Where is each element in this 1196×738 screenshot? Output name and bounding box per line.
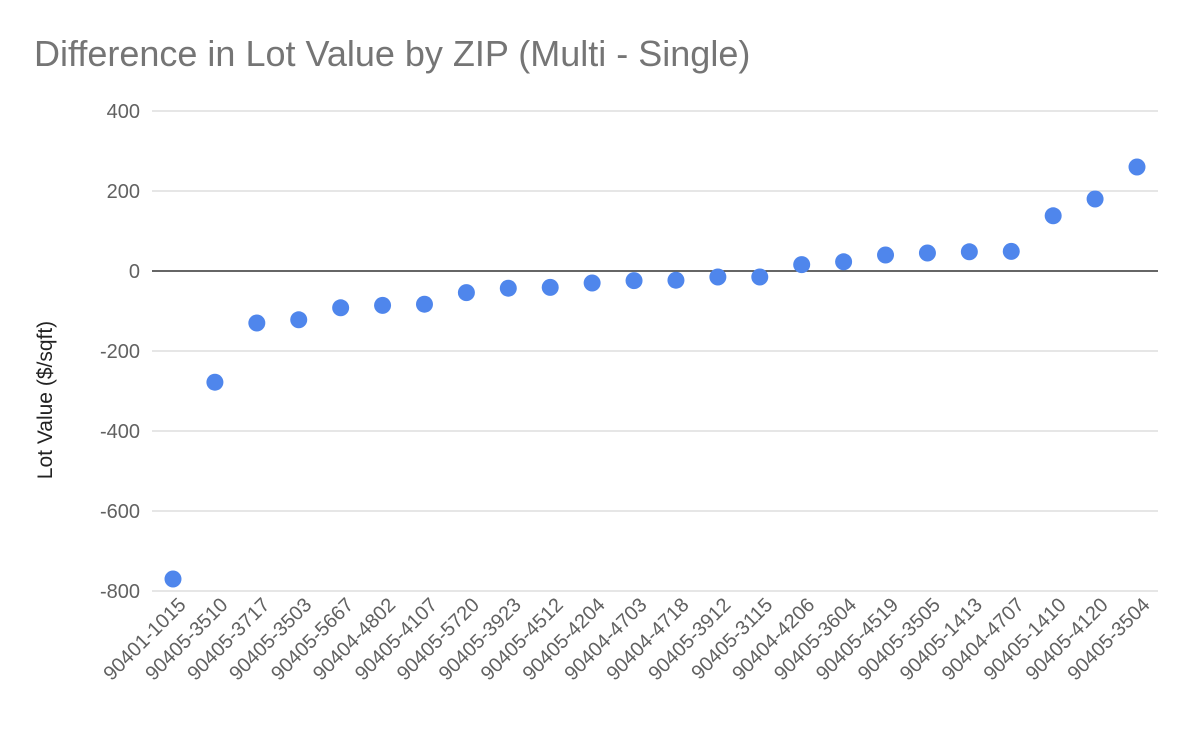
x-axis-ticks: 90401-101590405-351090405-371790405-3503… [99, 594, 1154, 685]
y-axis-ticks: 400 200 0 -200 -400 -600 -800 [100, 101, 140, 603]
data-point [457, 284, 475, 302]
data-point [332, 299, 350, 317]
data-point [541, 278, 559, 296]
data-point [751, 268, 769, 286]
y-tick-label: -800 [100, 581, 140, 603]
data-point [499, 279, 517, 297]
y-tick-label: 400 [107, 101, 140, 123]
data-point [1086, 190, 1104, 208]
data-point [1128, 158, 1146, 176]
data-point [709, 268, 727, 286]
data-point [374, 296, 392, 314]
data-point [835, 253, 853, 271]
y-tick-label: 0 [129, 261, 140, 283]
y-tick-label: -400 [100, 421, 140, 443]
data-points [164, 158, 1146, 588]
y-tick-label: -200 [100, 341, 140, 363]
grid-lines [152, 110, 1158, 592]
y-axis-title: Lot Value ($/sqft) [34, 321, 57, 479]
data-point [793, 256, 811, 274]
data-point [415, 295, 433, 313]
y-tick-label: 200 [107, 181, 140, 203]
data-point [164, 570, 182, 588]
data-point [290, 311, 308, 329]
data-point [248, 314, 266, 332]
data-point [1044, 207, 1062, 225]
y-tick-label: -600 [100, 501, 140, 523]
data-point [667, 271, 685, 289]
data-point [583, 274, 601, 292]
chart-title: Difference in Lot Value by ZIP (Multi - … [34, 33, 750, 74]
data-point [1002, 242, 1020, 260]
data-point [918, 244, 936, 262]
data-point [877, 246, 895, 264]
data-point [625, 272, 643, 290]
data-point [960, 243, 978, 261]
data-point [206, 373, 224, 391]
